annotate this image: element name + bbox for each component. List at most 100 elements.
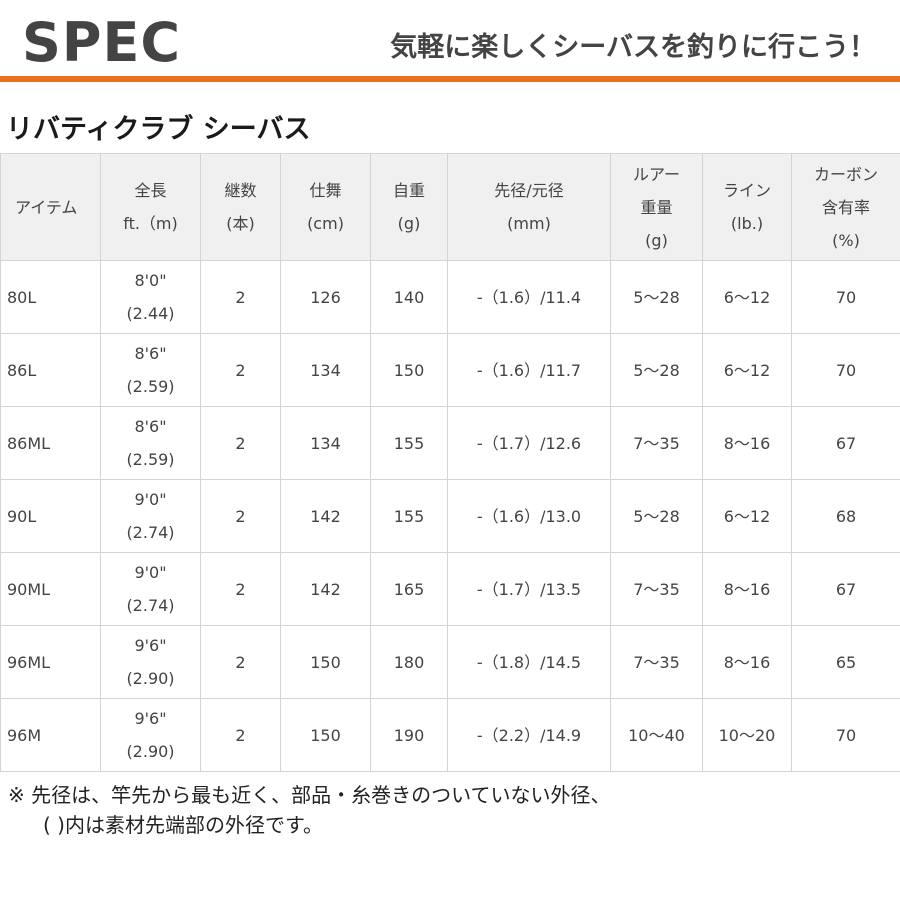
column-header-length: 全長 ft.（m) — [100, 153, 201, 261]
tagline: 気軽に楽しくシーバスを釣りに行こう！ — [390, 32, 876, 63]
cell-line: 6～12 — [702, 479, 792, 553]
column-header-label: 先径/元径 — [494, 181, 564, 200]
cell-closed-length: 142 — [280, 479, 371, 553]
cell-weight: 140 — [370, 260, 448, 334]
length-ft: 9'0" — [134, 490, 167, 509]
table-row: 86ML 8'6" (2.59) 2 134 155 -（1.7）/12.6 7～35 8～16… — [0, 406, 900, 480]
cell-carbon: 68 — [791, 479, 900, 553]
product-name: リバティクラブ シーバス — [6, 114, 311, 145]
cell-line: 6～12 — [702, 260, 792, 334]
footnote-line: ( )内は素材先端部の外径です。 — [43, 813, 323, 837]
column-header-label: 含有率 — [821, 197, 870, 217]
cell-item: 96M — [0, 698, 101, 772]
cell-length: 8'0" (2.44) — [100, 260, 201, 334]
column-header-unit: (%) — [832, 230, 860, 250]
cell-length: 9'6" (2.90) — [100, 625, 201, 699]
table-header-row: アイテム 全長 ft.（m) 継数 (本) 仕舞 (cm) 自重 (g) 先径/… — [0, 153, 900, 261]
cell-weight: 180 — [370, 625, 448, 699]
cell-length: 8'6" (2.59) — [100, 406, 201, 480]
length-ft: 8'6" — [134, 344, 167, 363]
column-header-diameter: 先径/元径 (mm) — [447, 153, 611, 261]
cell-closed-length: 150 — [280, 625, 371, 699]
cell-carbon: 70 — [791, 260, 900, 334]
cell-lure-weight: 5～28 — [610, 333, 703, 407]
column-header-label: 重量 — [640, 197, 673, 217]
cell-length: 9'6" (2.90) — [100, 698, 201, 772]
cell-item: 86L — [0, 333, 101, 407]
column-header-weight: 自重 (g) — [370, 153, 448, 261]
cell-carbon: 67 — [791, 406, 900, 480]
column-header-item: アイテム — [0, 153, 101, 261]
column-header-label: カーボン — [813, 164, 878, 184]
cell-diameter: -（2.2）/14.9 — [447, 698, 611, 772]
cell-lure-weight: 5～28 — [610, 260, 703, 334]
column-header-label: 仕舞 — [309, 181, 342, 200]
column-header-carbon: カーボン 含有率 (%) — [791, 153, 900, 261]
column-header-closed-length: 仕舞 (cm) — [280, 153, 371, 261]
cell-pieces: 2 — [200, 479, 281, 553]
cell-lure-weight: 10～40 — [610, 698, 703, 772]
column-header-label: 継数 — [224, 181, 257, 200]
table-row: 90L 9'0" (2.74) 2 142 155 -（1.6）/13.0 5～28 6～12 6… — [0, 479, 900, 553]
cell-weight: 190 — [370, 698, 448, 772]
cell-length: 9'0" (2.74) — [100, 479, 201, 553]
cell-weight: 155 — [370, 479, 448, 553]
spec-title: SPEC — [22, 11, 181, 74]
column-header-line: ライン (lb.) — [702, 153, 792, 261]
cell-weight: 150 — [370, 333, 448, 407]
column-header-label: 自重 — [392, 181, 425, 200]
cell-diameter: -（1.6）/11.7 — [447, 333, 611, 407]
cell-length: 9'0" (2.74) — [100, 552, 201, 626]
cell-closed-length: 150 — [280, 698, 371, 772]
cell-diameter: -（1.6）/13.0 — [447, 479, 611, 553]
cell-diameter: -（1.7）/12.6 — [447, 406, 611, 480]
cell-closed-length: 142 — [280, 552, 371, 626]
column-header-label: ルアー — [632, 164, 681, 184]
cell-lure-weight: 7～35 — [610, 625, 703, 699]
footnote-line: ※ 先径は、竿先から最も近く、部品・糸巻きのついていない外径、 — [8, 783, 611, 807]
length-m: (2.74) — [126, 523, 175, 542]
cell-diameter: -（1.8）/14.5 — [447, 625, 611, 699]
table-row: 80L 8'0" (2.44) 2 126 140 -（1.6）/11.4 5～28 6～12 7… — [0, 260, 900, 334]
column-header-unit: (g) — [645, 230, 668, 250]
cell-closed-length: 134 — [280, 406, 371, 480]
column-header-unit: (本) — [226, 214, 255, 233]
column-header-label: ライン — [722, 181, 771, 200]
length-m: (2.90) — [126, 742, 175, 761]
cell-line: 8～16 — [702, 552, 792, 626]
cell-line: 10～20 — [702, 698, 792, 772]
cell-carbon: 70 — [791, 698, 900, 772]
column-header-unit: ft.（m) — [123, 214, 178, 233]
cell-pieces: 2 — [200, 698, 281, 772]
cell-weight: 155 — [370, 406, 448, 480]
column-header-unit: (mm) — [507, 214, 551, 233]
column-header-pieces: 継数 (本) — [200, 153, 281, 261]
column-header-label: 全長 — [134, 181, 167, 200]
cell-diameter: -（1.7）/13.5 — [447, 552, 611, 626]
table-row: 90ML 9'0" (2.74) 2 142 165 -（1.7）/13.5 7～35 8～16… — [0, 552, 900, 626]
length-ft: 8'0" — [134, 271, 167, 290]
cell-closed-length: 134 — [280, 333, 371, 407]
column-header-unit: (cm) — [307, 214, 344, 233]
cell-length: 8'6" (2.59) — [100, 333, 201, 407]
length-m: (2.59) — [126, 377, 175, 396]
cell-item: 96ML — [0, 625, 101, 699]
cell-diameter: -（1.6）/11.4 — [447, 260, 611, 334]
cell-lure-weight: 7～35 — [610, 406, 703, 480]
column-header-label: アイテム — [15, 197, 78, 217]
cell-item: 90L — [0, 479, 101, 553]
cell-item: 80L — [0, 260, 101, 334]
cell-pieces: 2 — [200, 260, 281, 334]
table-row: 86L 8'6" (2.59) 2 134 150 -（1.6）/11.7 5～28 6～12 7… — [0, 333, 900, 407]
length-m: (2.44) — [126, 304, 175, 323]
page-header: SPEC 気軽に楽しくシーバスを釣りに行こう！ — [0, 0, 900, 82]
cell-pieces: 2 — [200, 625, 281, 699]
cell-item: 86ML — [0, 406, 101, 480]
table-row: 96M 9'6" (2.90) 2 150 190 -（2.2）/14.9 10～40 10～2… — [0, 698, 900, 772]
cell-pieces: 2 — [200, 333, 281, 407]
length-m: (2.59) — [126, 450, 175, 469]
cell-line: 8～16 — [702, 625, 792, 699]
cell-lure-weight: 5～28 — [610, 479, 703, 553]
column-header-lure-weight: ルアー 重量 (g) — [610, 153, 703, 261]
length-ft: 9'6" — [134, 636, 167, 655]
